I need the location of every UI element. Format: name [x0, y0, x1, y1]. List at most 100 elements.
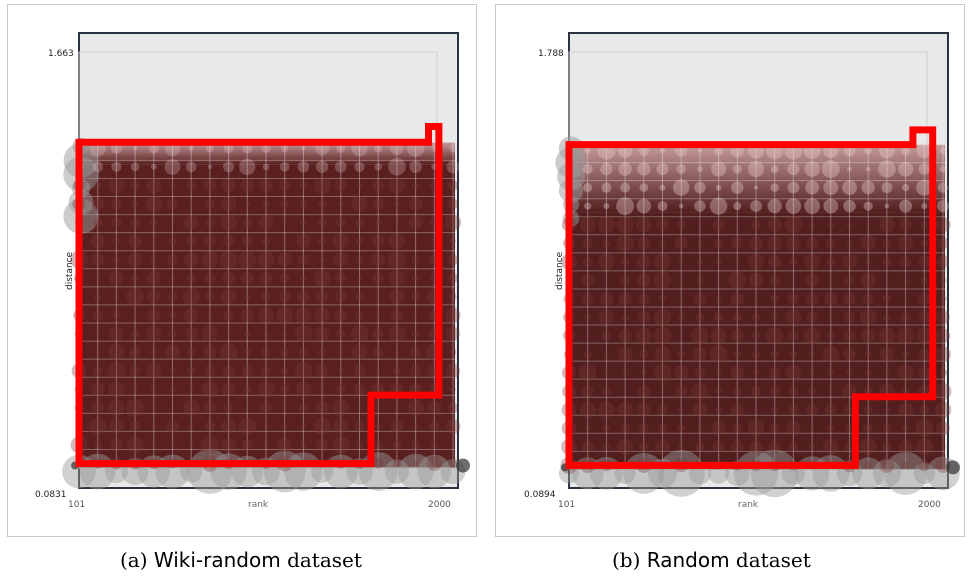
highlight-outline: [75, 123, 443, 468]
data-point: [809, 370, 815, 376]
data-point: [375, 405, 381, 411]
data-point: [151, 423, 157, 430]
data-point: [916, 179, 933, 196]
data-point: [298, 347, 309, 357]
data-point: [767, 198, 782, 214]
data-point: [730, 365, 745, 380]
data-point: [768, 255, 782, 269]
data-point: [182, 288, 200, 306]
data-point: [277, 437, 292, 453]
point-density-fill: [81, 142, 455, 468]
data-point: [375, 294, 381, 300]
data-point: [184, 327, 198, 341]
data-point: [449, 144, 457, 153]
data-point: [913, 462, 935, 485]
data-point: [375, 423, 381, 430]
data-point: [751, 350, 761, 359]
data-point: [389, 233, 405, 249]
data-point: [709, 345, 728, 364]
data-point: [864, 350, 872, 358]
data-point: [862, 293, 874, 305]
data-point: [261, 143, 271, 154]
data-point: [151, 238, 156, 244]
data-point: [697, 426, 703, 431]
data-point: [584, 202, 592, 210]
data-point: [827, 277, 834, 284]
data-point: [770, 165, 779, 173]
data-point: [902, 461, 910, 469]
data-point: [355, 237, 364, 245]
data-point: [805, 273, 819, 287]
data-point: [447, 254, 459, 266]
data-point: [712, 440, 725, 453]
data-point: [770, 423, 780, 433]
data-point: [678, 443, 685, 450]
data-point: [168, 237, 177, 245]
data-point: [184, 252, 199, 267]
data-point: [392, 366, 402, 376]
data-point: [750, 449, 799, 498]
data-point: [299, 441, 307, 449]
data-point: [204, 291, 215, 302]
data-point: [827, 424, 835, 432]
data-point: [239, 158, 256, 176]
data-point: [184, 308, 199, 323]
data-point: [672, 179, 690, 196]
data-point: [351, 344, 368, 360]
data-point: [168, 292, 177, 302]
data-point: [92, 217, 103, 228]
data-point: [258, 307, 274, 324]
data-point: [619, 275, 631, 286]
data-point: [111, 217, 122, 228]
data-point: [128, 346, 142, 359]
data-point: [618, 329, 632, 343]
data-point: [790, 277, 797, 284]
data-point: [677, 313, 685, 321]
data-point: [865, 222, 871, 227]
data-point: [622, 369, 629, 376]
data-point: [315, 438, 329, 452]
data-point: [692, 347, 707, 362]
data-point: [939, 277, 947, 284]
data-point: [731, 181, 744, 194]
data-point: [934, 382, 952, 400]
data-point: [936, 310, 950, 325]
caption-wiki-random: (a) Wiki-random dataset: [120, 548, 362, 572]
data-point: [859, 438, 877, 456]
data-point: [388, 158, 406, 176]
data-point: [145, 363, 162, 379]
data-point: [769, 385, 781, 397]
y-tick-top: 1.788: [538, 49, 564, 59]
data-point: [220, 214, 238, 231]
data-point: [185, 161, 197, 173]
data-point: [336, 384, 346, 395]
data-point: [201, 251, 219, 268]
data-point: [697, 222, 702, 227]
data-point: [678, 277, 684, 283]
caption-suffix: dataset: [729, 548, 811, 572]
data-point: [221, 178, 236, 193]
data-point: [354, 161, 365, 172]
data-point: [109, 438, 123, 452]
data-point: [262, 441, 270, 449]
data-point: [221, 196, 237, 212]
data-point: [313, 176, 331, 195]
data-point: [186, 180, 197, 191]
data-point: [675, 385, 688, 398]
data-point: [767, 235, 783, 251]
data-point: [734, 259, 740, 265]
data-point: [617, 438, 634, 455]
data-point: [335, 272, 347, 284]
data-point: [937, 182, 949, 193]
data-point: [372, 197, 385, 210]
data-point: [276, 306, 294, 324]
data-point: [884, 370, 890, 376]
data-point: [295, 306, 312, 324]
data-point: [696, 277, 703, 284]
data-point: [808, 387, 817, 396]
data-point: [808, 443, 816, 451]
data-point: [334, 308, 348, 322]
data-point: [408, 215, 423, 230]
data-point: [602, 239, 611, 248]
data-point: [843, 199, 856, 213]
